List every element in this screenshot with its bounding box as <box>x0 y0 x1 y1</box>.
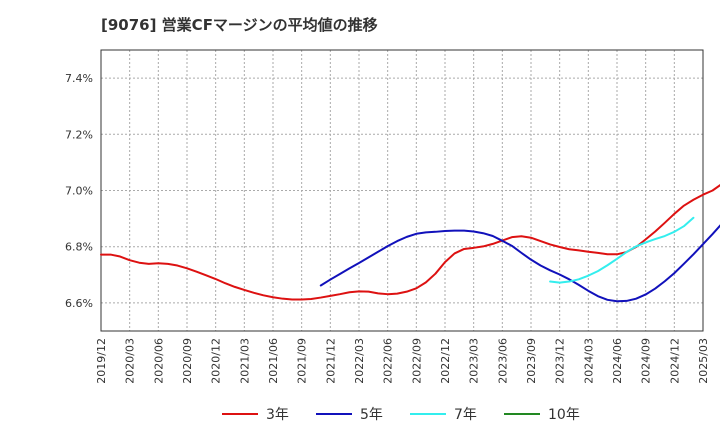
x-tick-label: 2024/06 <box>611 338 624 384</box>
x-tick-label: 2024/12 <box>668 338 681 384</box>
x-tick-label: 2020/09 <box>181 338 194 384</box>
x-tick-label: 2021/06 <box>267 338 280 384</box>
x-tick-label: 2023/09 <box>525 338 538 384</box>
x-tick-label: 2022/06 <box>382 338 395 384</box>
x-tick-label: 2022/09 <box>410 338 423 384</box>
x-tick-label: 2023/03 <box>468 338 481 384</box>
y-tick-label: 7.4% <box>65 72 93 85</box>
legend-label: 10年 <box>548 407 580 423</box>
x-tick-label: 2019/12 <box>95 338 108 384</box>
series-line <box>319 224 720 303</box>
x-tick-label: 2025/03 <box>697 338 710 384</box>
x-tick-label: 2024/03 <box>582 338 595 384</box>
x-tick-label: 2021/12 <box>324 338 337 384</box>
chart-title: [9076] 営業CFマージンの平均値の推移 <box>101 16 378 34</box>
x-tick-label: 2023/12 <box>554 338 567 384</box>
x-tick-label: 2020/12 <box>210 338 223 384</box>
x-tick-label: 2021/09 <box>296 338 309 384</box>
series-line <box>549 216 695 284</box>
plot-border <box>100 49 704 332</box>
x-tick-label: 2024/09 <box>640 338 653 384</box>
x-tick-label: 2022/03 <box>353 338 366 384</box>
x-tick-label: 2022/12 <box>439 338 452 384</box>
x-tick-label: 2020/03 <box>124 338 137 384</box>
x-tick-label: 2023/06 <box>496 338 509 384</box>
legend-label: 7年 <box>454 407 477 423</box>
legend-label: 5年 <box>360 407 383 423</box>
legend-label: 3年 <box>266 407 289 423</box>
y-tick-label: 6.8% <box>65 241 93 254</box>
x-tick-label: 2020/06 <box>152 338 165 384</box>
y-tick-label: 6.6% <box>65 297 93 310</box>
y-tick-label: 7.2% <box>65 128 93 141</box>
y-tick-label: 7.0% <box>65 185 93 198</box>
x-tick-label: 2021/03 <box>238 338 251 384</box>
